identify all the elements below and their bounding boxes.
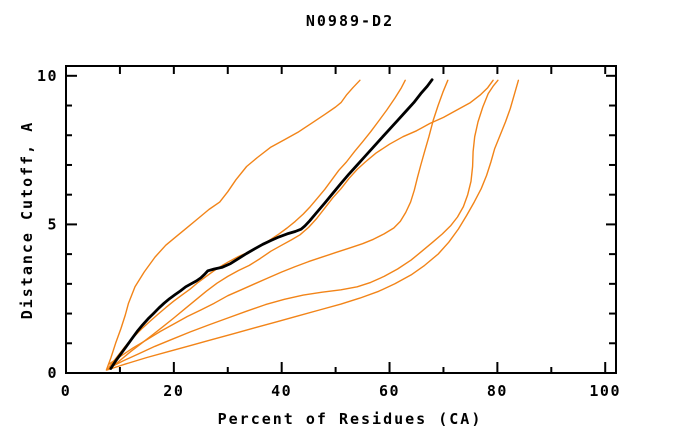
x-tick-label: 20 (163, 382, 184, 400)
x-tick-label: 80 (487, 382, 508, 400)
x-tick-label: 60 (379, 382, 400, 400)
series-orange-5-sigmoid (107, 79, 499, 370)
x-tick-label: 0 (61, 382, 72, 400)
y-tick-label: 10 (37, 67, 58, 85)
tick-labels: 0 20 40 60 80 100 0 5 10 (37, 67, 621, 400)
plot-frame-box (65, 65, 617, 374)
data-series (105, 78, 520, 371)
y-tick-label: 5 (47, 215, 58, 233)
y-tick-label: 0 (47, 364, 58, 382)
series-orange-3-right-companion (109, 79, 494, 370)
series-orange-2-left-companion (108, 79, 406, 368)
axis-ticks (65, 66, 616, 374)
series-orange-1-leftmost (105, 79, 361, 371)
x-tick-label: 40 (271, 382, 292, 400)
x-axis-label: Percent of Residues (CA) (217, 410, 483, 428)
plot-frame (65, 65, 617, 374)
series-orange-4-sigmoid (108, 79, 449, 365)
series-orange-6-rightmost (106, 79, 520, 371)
series-black-main (109, 78, 434, 370)
chart-title: N0989-D2 (305, 12, 395, 30)
x-tick-label: 100 (589, 382, 621, 400)
